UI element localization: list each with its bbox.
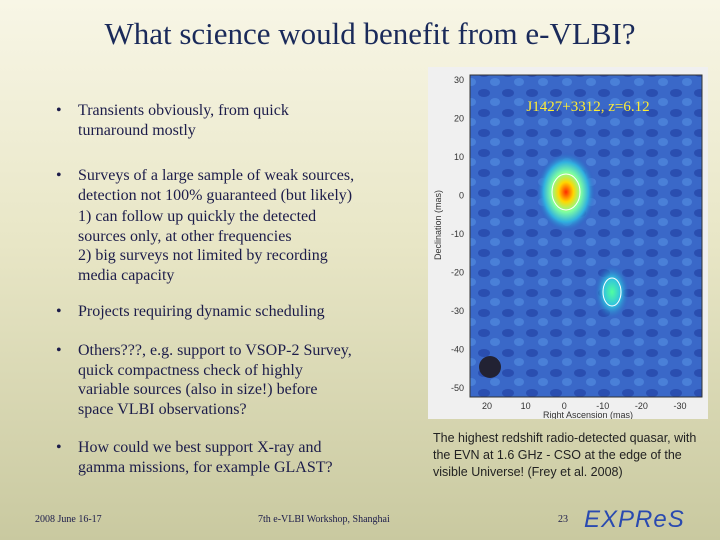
bullet-text: Others???, e.g. support to VSOP-2 Survey… [78,342,352,359]
y-tick-label: -40 [451,345,464,355]
bullet-dot: • [56,167,62,184]
bullet-text: 2) big surveys not limited by recording [78,247,328,264]
y-tick-label: 10 [454,152,464,162]
bullet-text: Projects requiring dynamic scheduling [78,303,325,320]
footer-event: 7th e-VLBI Workshop, Shanghai [258,514,390,525]
bullet-text: detection not 100% guaranteed (but likel… [78,186,353,204]
x-tick-label: 20 [482,401,492,411]
x-tick-label: -30 [673,401,686,411]
bullet-dot: • [56,342,62,359]
logo: EXPReS [584,506,685,533]
y-tick-label: 20 [454,114,464,124]
slide-title: What science would benefit from e-VLBI? [104,16,636,51]
bullet-text: Transients obviously, from quick [78,102,289,119]
bullet-text: quick compactness check of highly [78,361,303,379]
y-tick-label: 0 [459,191,464,201]
x-axis-label: Right Ascension (mas) [543,410,633,419]
caption-line: The highest redshift radio-detected quas… [433,431,697,445]
map-label: J1427+3312, z=6.12 [526,99,649,115]
bullet-text: variable sources (also in size!) before [78,381,318,398]
radio-map: 30 20 10 0 -10 -20 -30 -40 -50 20 10 0 -10 -20 -30 Decl… [428,67,708,419]
bullet-dot: • [56,102,62,119]
x-tick-label: 0 [562,401,567,411]
bullet-text: sources only, at other frequencies [78,227,292,245]
y-axis-label: Declination (mas) [433,190,443,260]
bullet-text: How could we best support X-ray and [78,439,322,456]
bullet-dot: • [56,303,62,320]
x-tick-label: -20 [635,401,648,411]
bullet-text: turnaround mostly [78,121,196,139]
bullet-text: gamma missions, for example GLAST? [78,458,333,476]
x-tick-label: -10 [596,401,609,411]
page-number: 23 [558,514,568,525]
bullet-text: space VLBI observations? [78,400,247,418]
y-tick-label: -30 [451,306,464,316]
bullet-text: 1) can follow up quickly the detected [78,208,317,225]
bullet-text: media capacity [78,266,175,284]
bullet-dot: • [56,439,62,456]
footer-date: 2008 June 16-17 [35,514,102,525]
bullet-text: Surveys of a large sample of weak source… [78,167,355,184]
x-tick-label: 10 [521,401,531,411]
y-tick-label: -50 [451,383,464,393]
caption-line: visible Universe! (Frey et al. 2008) [433,465,623,479]
y-tick-label: 30 [454,75,464,85]
y-tick-label: -20 [451,268,464,278]
caption-line: the EVN at 1.6 GHz - CSO at the edge of … [433,448,682,462]
y-tick-label: -10 [451,229,464,239]
